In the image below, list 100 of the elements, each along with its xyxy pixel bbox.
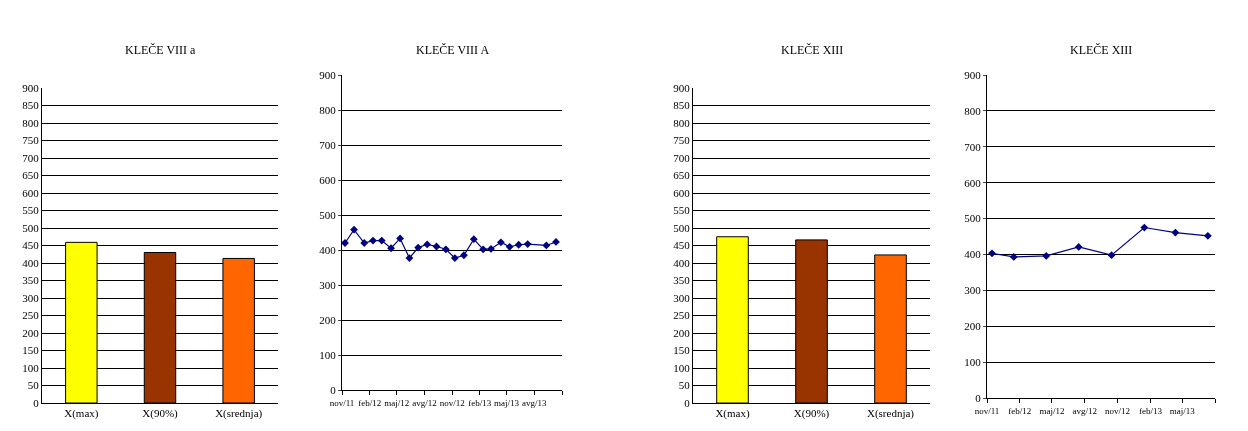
y-tick-label: 800 — [22, 116, 40, 129]
y-tick-label: 300 — [319, 278, 337, 291]
y-tick-label: 200 — [964, 320, 982, 333]
x-tick-label: feb/13 — [1138, 405, 1163, 416]
y-tick-label: 200 — [673, 326, 691, 339]
y-tick-label: 500 — [22, 221, 40, 234]
y-tick-label: 300 — [964, 284, 982, 297]
x-tick-label: X(srednja) — [215, 407, 263, 421]
y-tick-label: 0 — [684, 396, 691, 409]
y-tick-label: 400 — [673, 256, 691, 269]
y-tick-label: 400 — [964, 248, 982, 261]
y-tick-label: 500 — [964, 212, 982, 225]
x-tick-label: X(90%) — [793, 407, 830, 421]
y-tick-label: 150 — [673, 344, 691, 357]
x-tick-label: feb/12 — [358, 397, 382, 408]
y-tick-label: 900 — [22, 81, 40, 94]
x-tick-label: X(max) — [715, 407, 750, 421]
x-tick-label: X(90%) — [142, 407, 179, 421]
y-tick-label: 800 — [319, 103, 337, 116]
x-tick-label: maj/12 — [384, 397, 410, 408]
point — [387, 244, 395, 253]
y-tick-label: 200 — [319, 313, 337, 326]
chart-title: KLEČE XIII — [1070, 43, 1133, 57]
x-tick-label: maj/13 — [494, 397, 520, 408]
point — [1042, 251, 1051, 260]
y-tick-label: 750 — [22, 134, 40, 147]
point — [1107, 251, 1116, 260]
x-tick-label: nov/11 — [329, 397, 355, 408]
y-tick-label: 900 — [964, 68, 982, 81]
point — [360, 239, 369, 247]
y-tick-label: 300 — [673, 291, 691, 304]
y-tick-label: 550 — [673, 204, 691, 217]
y-tick-label: 100 — [964, 355, 982, 368]
y-tick-label: 500 — [673, 221, 691, 234]
x-tick-label: X(srednja) — [866, 407, 915, 421]
point — [487, 245, 495, 253]
x-tick-label: X(max) — [64, 407, 99, 421]
point — [542, 241, 551, 250]
y-tick-label: 900 — [319, 68, 337, 81]
y-tick-label: 250 — [22, 309, 40, 322]
y-tick-label: 300 — [22, 291, 40, 304]
point — [479, 245, 488, 254]
point — [1009, 253, 1018, 261]
chart-title: KLEČE XIII — [781, 43, 844, 57]
y-tick-label: 700 — [319, 138, 337, 151]
y-tick-label: 750 — [673, 134, 691, 147]
point — [988, 249, 996, 258]
y-tick-label: 700 — [673, 151, 691, 164]
x-tick-label: maj/13 — [1169, 405, 1196, 416]
y-tick-label: 600 — [22, 186, 40, 199]
x-tick-label: nov/11 — [974, 405, 1000, 416]
y-tick-label: 500 — [319, 208, 337, 221]
x-tick-label: avg/12 — [1072, 405, 1098, 416]
point — [423, 240, 432, 249]
y-tick-label: 100 — [22, 361, 40, 374]
x-tick-label: maj/12 — [1039, 405, 1065, 416]
x-tick-label: nov/12 — [439, 397, 465, 408]
point — [369, 236, 377, 245]
point — [469, 235, 478, 244]
y-tick-label: 700 — [964, 140, 982, 153]
y-tick-label: 400 — [319, 243, 337, 256]
point — [505, 242, 514, 251]
point — [459, 251, 468, 260]
point — [1203, 231, 1212, 240]
y-tick-label: 350 — [673, 274, 691, 287]
y-tick-label: 450 — [22, 239, 40, 252]
point — [514, 240, 523, 249]
chart-title: KLEČE VIII A — [416, 43, 490, 57]
chart-title: KLEČE VIII a — [125, 43, 197, 57]
y-tick-label: 400 — [22, 256, 40, 269]
y-tick-label: 50 — [27, 379, 40, 392]
y-tick-label: 900 — [673, 81, 691, 94]
y-tick-label: 0 — [33, 396, 40, 409]
y-tick-label: 850 — [673, 99, 691, 112]
x-tick-label: nov/12 — [1105, 405, 1131, 416]
y-tick-label: 600 — [319, 173, 337, 186]
point — [1074, 243, 1083, 251]
y-tick-label: 0 — [330, 383, 337, 396]
point — [377, 236, 386, 245]
x-tick-label: feb/13 — [468, 397, 492, 408]
y-tick-label: 50 — [678, 379, 691, 392]
y-tick-label: 450 — [673, 239, 691, 252]
y-tick-label: 0 — [975, 391, 982, 404]
point — [1140, 223, 1149, 232]
y-tick-label: 800 — [673, 116, 691, 129]
y-tick-label: 650 — [673, 169, 691, 182]
point — [523, 240, 532, 248]
point — [350, 225, 358, 234]
point — [1171, 228, 1180, 237]
y-tick-label: 350 — [22, 274, 40, 287]
point — [450, 254, 459, 262]
point — [497, 238, 505, 247]
y-tick-label: 650 — [22, 169, 40, 182]
y-tick-label: 700 — [22, 151, 40, 164]
y-tick-label: 150 — [22, 344, 40, 357]
point — [405, 254, 414, 262]
y-tick-label: 550 — [22, 204, 40, 217]
point — [396, 234, 404, 243]
y-tick-label: 600 — [673, 186, 691, 199]
y-tick-label: 100 — [673, 361, 691, 374]
